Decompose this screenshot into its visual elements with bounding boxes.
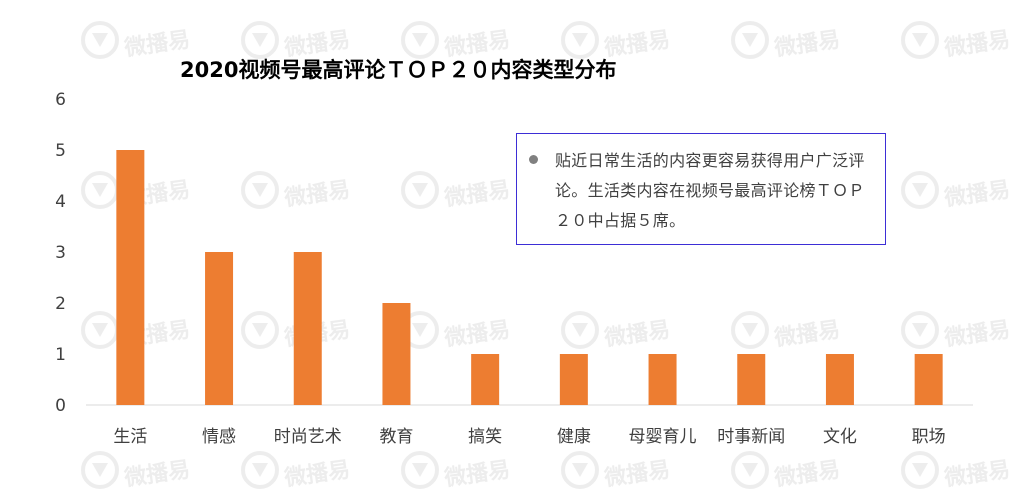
bullet-icon — [529, 155, 538, 164]
x-category-label: 健康 — [557, 427, 591, 447]
bar-1 — [205, 252, 234, 405]
x-category-label: 情感 — [202, 427, 236, 447]
y-tick-label: 6 — [55, 90, 66, 110]
bar-9 — [914, 354, 943, 405]
x-category-label: 教育 — [379, 427, 413, 447]
x-category-label: 时事新闻 — [717, 427, 785, 447]
annotation-text: 贴近日常生活的内容更容易获得用户广泛评论。生活类内容在视频号最高评论榜ＴＯＰ２０… — [555, 151, 865, 230]
x-category-label: 文化 — [823, 427, 857, 447]
x-category-label: 时尚艺术 — [274, 427, 342, 447]
bar-7 — [737, 354, 766, 405]
y-tick-label: 2 — [55, 294, 66, 314]
x-category-label: 职场 — [912, 427, 946, 447]
y-tick-label: 3 — [55, 243, 66, 263]
bar-8 — [825, 354, 854, 405]
y-tick-label: 1 — [55, 345, 66, 365]
x-category-label: 搞笑 — [468, 427, 502, 447]
y-tick-label: 0 — [55, 396, 66, 416]
bar-2 — [293, 252, 322, 405]
bar-0 — [116, 150, 145, 405]
bar-4 — [471, 354, 500, 405]
bar-5 — [559, 354, 588, 405]
chart-title: 2020视频号最高评论ＴＯＰ２０内容类型分布 — [180, 58, 617, 82]
y-tick-label: 5 — [55, 141, 66, 161]
y-tick-label: 4 — [55, 192, 66, 212]
x-category-label: 生活 — [113, 427, 147, 447]
bar-3 — [382, 303, 411, 405]
annotation-box: 贴近日常生活的内容更容易获得用户广泛评论。生活类内容在视频号最高评论榜ＴＯＰ２０… — [516, 133, 886, 245]
bar-6 — [648, 354, 677, 405]
x-category-label: 母婴育儿 — [629, 427, 697, 447]
